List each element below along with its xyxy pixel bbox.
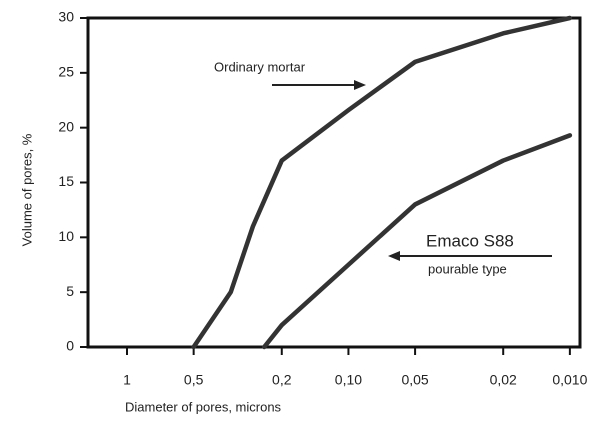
x-tick-label: 0,10 [335,372,362,388]
y-tick-label: 30 [58,9,74,25]
y-tick-label: 25 [58,64,74,80]
y-tick-label: 0 [66,338,74,354]
x-tick-label: 0,02 [490,372,517,388]
x-tick-label: 0,5 [184,372,204,388]
y-tick-label: 20 [58,118,74,134]
y-tick-label: 10 [58,228,74,244]
plot-frame [86,16,582,349]
series-line [261,133,573,350]
arrow-head [388,251,400,261]
x-tick-label: 0,010 [552,372,587,388]
x-tick-label: 1 [123,372,131,388]
x-tick-label: 0,05 [401,372,428,388]
x-axis-label: Diameter of pores, microns [125,399,282,414]
y-tick-label: 15 [58,173,74,189]
series-label: Ordinary mortar [214,59,306,74]
x-tick-label: 0,2 [272,372,292,388]
series-line [191,15,573,350]
y-axis-label: Volume of pores, % [19,133,34,246]
y-tick-label: 5 [66,283,74,299]
series-label: Emaco S88 [426,231,514,250]
annotation: pourable type [428,261,507,276]
arrow-head [354,80,366,90]
